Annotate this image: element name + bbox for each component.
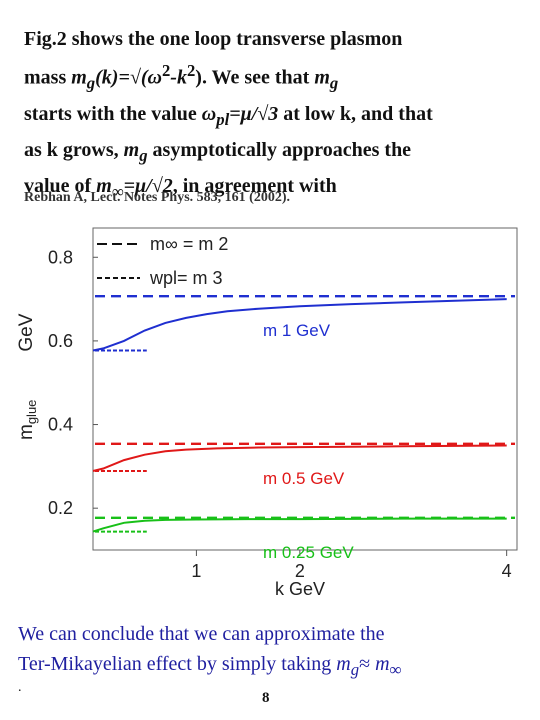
page-number: 8 (262, 690, 270, 706)
series-label: m 1 GeV (263, 321, 331, 340)
conclusion-line-1: We can conclude that we can approximate … (18, 623, 385, 645)
y-tick-label: 0.2 (48, 498, 73, 518)
y-tick-label: 0.4 (48, 415, 73, 435)
conclusion-paragraph: We can conclude that we can approximate … (18, 619, 401, 685)
conclusion-line-2: Ter-Mikayelian effect by simply taking m… (18, 653, 402, 679)
y-tick-label: 0.6 (48, 331, 73, 351)
y-axis-label: mglueGeV (16, 313, 39, 440)
intro-paragraph: Fig.2 shows the one loop transverse plas… (24, 24, 524, 207)
intro-line-5: value of m∞=μ/√2, in agreement with (24, 174, 337, 201)
series-label: m 0.25 GeV (263, 543, 354, 562)
stray-dot: . (18, 680, 22, 695)
legend-label: m∞ = m 2 (150, 234, 228, 254)
x-tick-label: 2 (295, 561, 305, 581)
legend-label: wpl= m 3 (149, 268, 223, 288)
x-tick-label: 4 (502, 561, 512, 581)
plot-grid (93, 256, 508, 556)
series-line (92, 444, 507, 472)
reference-citation: Rebhan A, Lect. Notes Phys. 583, 161 (20… (24, 190, 290, 205)
plot-frame (92, 227, 518, 551)
intro-line-4: as k grows, mg asymptotically approaches… (24, 138, 412, 165)
y-tick-label: 0.8 (48, 247, 73, 267)
tick-layer: 1 2 4 0.2 0.4 0.6 0.8 (48, 247, 512, 581)
intro-line-2: mass mg(k)=√(ω2-k2). We see that mg (24, 61, 339, 93)
series-line (92, 298, 507, 352)
series-line (92, 517, 507, 533)
intro-line-3: starts with the value ωpl=μ/√3 at low k,… (24, 102, 433, 129)
svg-text:mglueGeV: mglueGeV (16, 313, 39, 440)
legend: m∞ = m 2 wpl= m 3 (97, 234, 228, 288)
x-axis-label: k GeV (275, 579, 325, 599)
series-label: m 0.5 GeV (263, 469, 345, 488)
intro-line-1: Fig.2 shows the one loop transverse plas… (24, 28, 403, 50)
x-tick-label: 1 (191, 561, 201, 581)
series-layer: m 1 GeV m 0.5 GeV m 0.25 GeV (92, 294, 515, 562)
